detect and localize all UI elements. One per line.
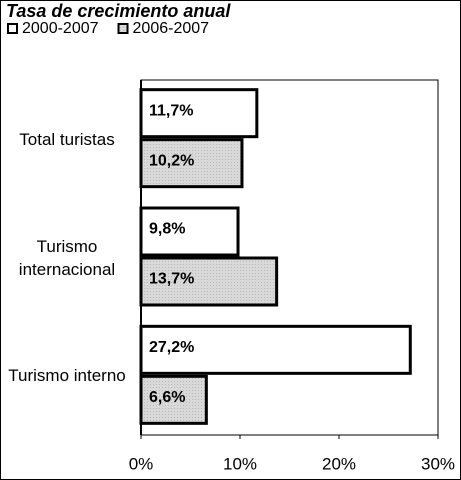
value-label: 10,2% [149, 152, 194, 169]
bar [139, 256, 279, 307]
bar [139, 374, 208, 425]
legend-swatch [117, 23, 129, 34]
value-label: 11,7% [149, 102, 193, 119]
x-tick-label: 0% [129, 454, 154, 473]
chart-title: Tasa de crecimiento anual [6, 1, 231, 21]
legend-swatch [7, 23, 18, 34]
legend-label: 2000-2007 [22, 20, 99, 37]
x-tick-label: 10% [223, 454, 257, 473]
bar [139, 88, 259, 139]
category-label: Turismo interno [8, 366, 126, 386]
x-tick-label: 20% [322, 454, 356, 473]
value-label: 9,8% [149, 221, 185, 238]
value-label: 27,2% [149, 339, 194, 356]
category-label: Turismo internacional [18, 236, 116, 279]
category-label: Total turistas [19, 129, 115, 149]
value-label: 6,6% [149, 389, 185, 406]
x-tick-label: 30% [421, 454, 455, 473]
value-label: 13,7% [149, 271, 194, 288]
legend-label: 2006-2007 [133, 20, 210, 37]
bar [139, 206, 240, 257]
bar [139, 324, 412, 375]
bar [139, 138, 244, 189]
